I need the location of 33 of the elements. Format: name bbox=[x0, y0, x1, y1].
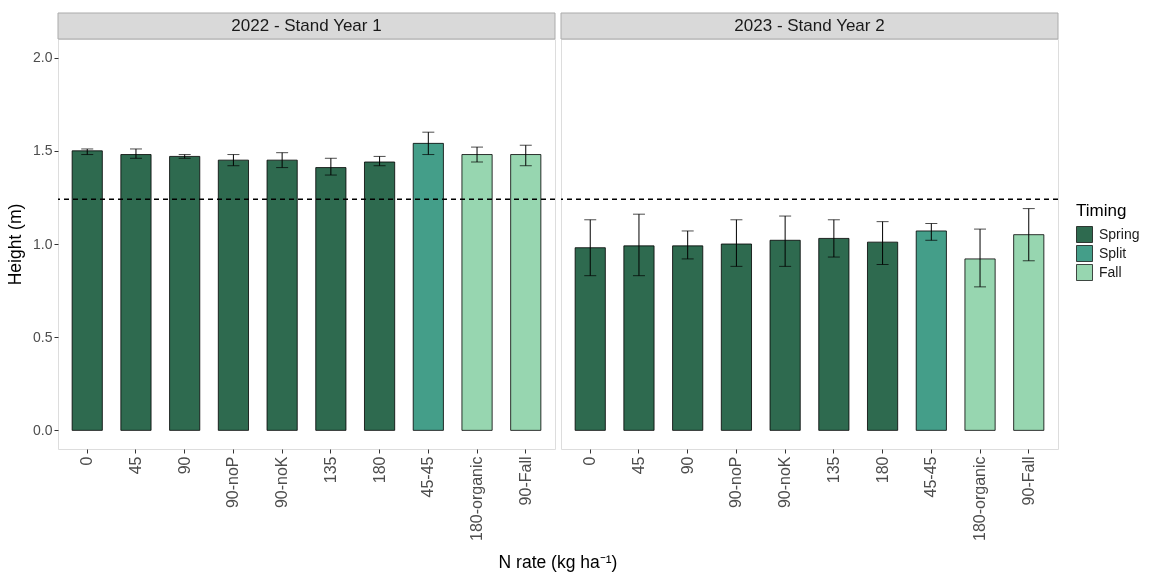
x-tick-label: 90-noK bbox=[776, 456, 794, 509]
y-tick-label: 0.5 bbox=[33, 328, 53, 345]
x-tick-label: 45 bbox=[126, 456, 144, 475]
chart-title: 2023 - Stand Year 2 bbox=[734, 16, 885, 35]
x-tick-label: 90 bbox=[678, 456, 696, 475]
legend-label: Split bbox=[1099, 244, 1127, 261]
x-tick-label: 90-Fall bbox=[516, 456, 534, 506]
legend-label: Spring bbox=[1099, 225, 1140, 242]
legend-label: Fall bbox=[1099, 263, 1122, 280]
x-axis-title: N rate (kg ha⁻¹) bbox=[498, 552, 618, 572]
x-tick-label: 0 bbox=[581, 456, 599, 466]
x-tick-label: 90-noP bbox=[727, 456, 745, 509]
x-tick-label: 0 bbox=[78, 456, 96, 466]
legend-title: Timing bbox=[1076, 201, 1127, 220]
x-tick-label: 90-Fall bbox=[1019, 456, 1037, 506]
x-tick-label: 180 bbox=[370, 456, 388, 484]
x-tick-label: 90-noP bbox=[224, 456, 242, 509]
y-tick-label: 0.0 bbox=[33, 421, 53, 438]
chart-title: 2022 - Stand Year 1 bbox=[231, 16, 382, 35]
x-tick-label: 135 bbox=[321, 456, 339, 484]
x-tick-label: 180 bbox=[873, 456, 891, 484]
x-tick-label: 180-organic bbox=[468, 456, 486, 541]
x-tick-label: 45-45 bbox=[922, 456, 940, 498]
x-tick-label: 45 bbox=[629, 456, 647, 475]
y-tick-label: 1.0 bbox=[33, 235, 53, 252]
y-tick-label: 2.0 bbox=[33, 49, 53, 66]
x-tick-label: 90-noK bbox=[273, 456, 291, 509]
y-axis-title: Height (m) bbox=[5, 203, 26, 286]
x-tick-label: 90 bbox=[175, 456, 193, 475]
x-tick-label: 45-45 bbox=[419, 456, 437, 498]
x-tick-label: 135 bbox=[824, 456, 842, 484]
x-tick-label: 180-organic bbox=[971, 456, 989, 541]
y-tick-label: 1.5 bbox=[33, 142, 53, 159]
